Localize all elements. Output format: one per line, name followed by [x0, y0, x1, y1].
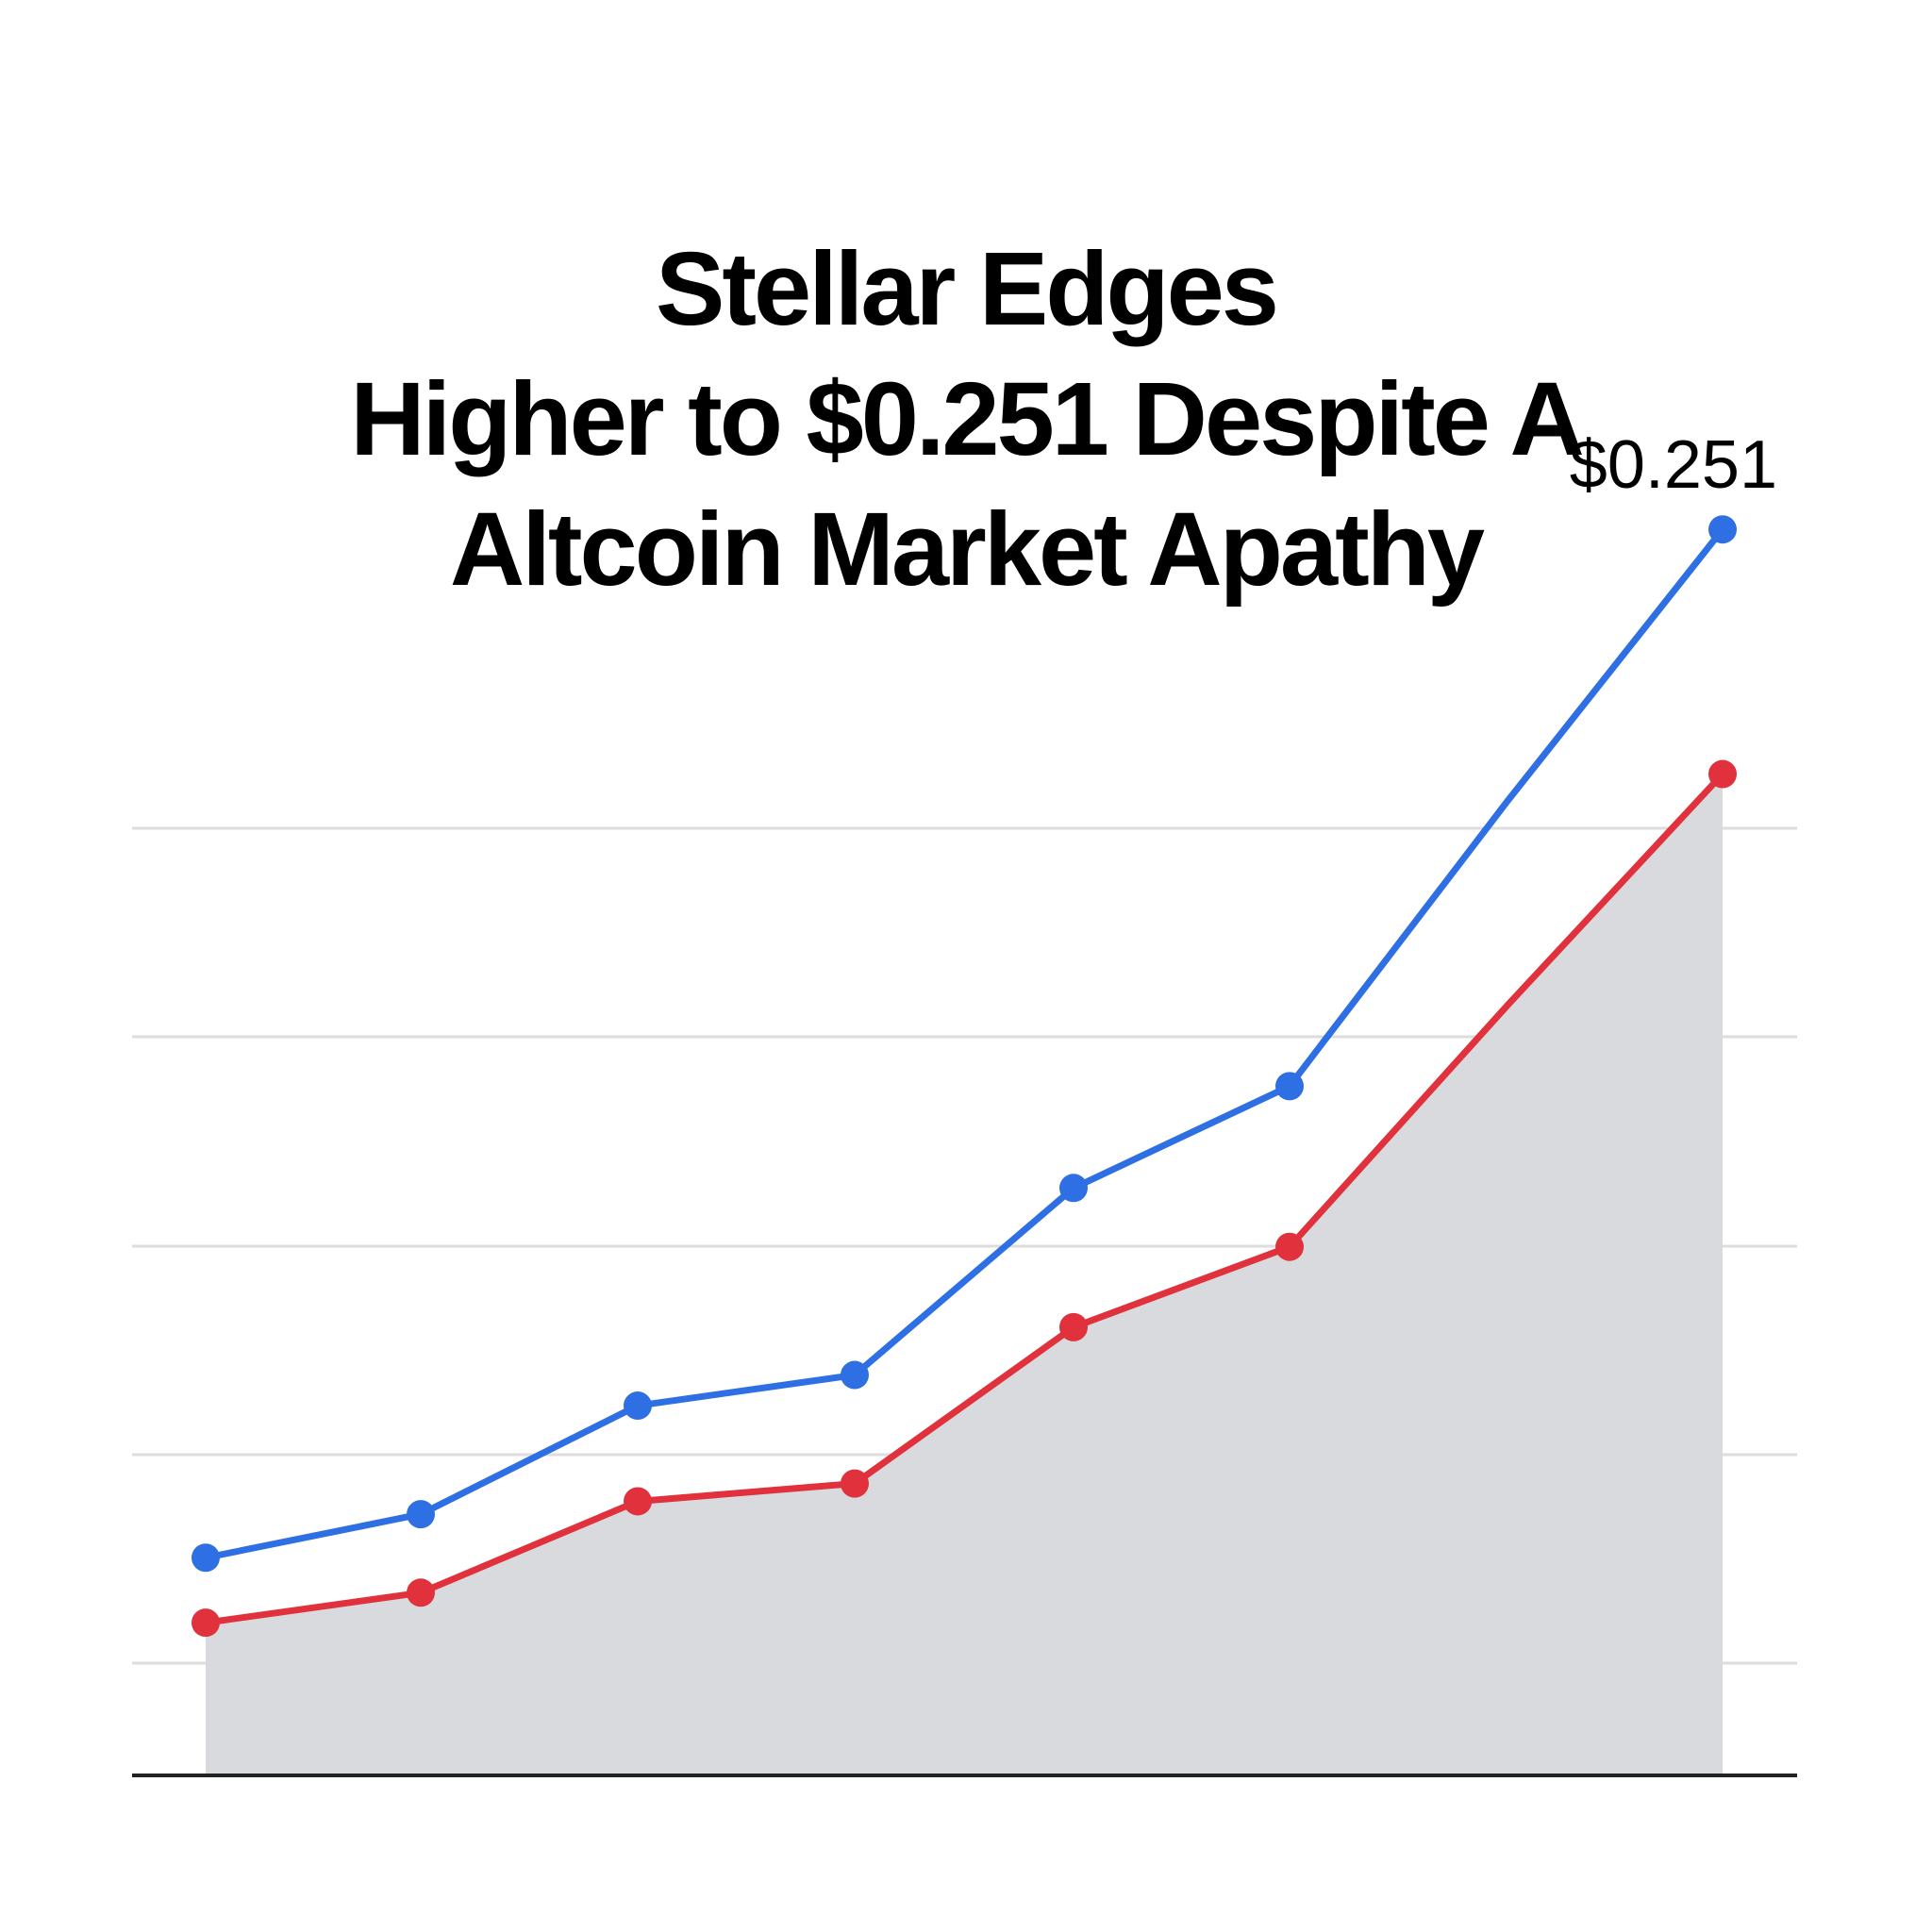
title-line-3: Altcoin Market Apathy: [449, 491, 1485, 608]
title-line-2: Higher to $0.251 Despite A: [350, 361, 1585, 477]
title-line-1: Stellar Edges: [656, 231, 1279, 347]
series-1-point-4: [841, 1360, 869, 1390]
series-2-area: [206, 774, 1723, 1775]
chart-title: Stellar Edges Higher to $0.251 Despite A…: [0, 225, 1932, 615]
series-2-point-5: [1059, 1312, 1088, 1341]
series-2-point-2: [407, 1578, 435, 1607]
series-2-point-3: [624, 1487, 652, 1516]
series-1-point-1: [192, 1543, 220, 1573]
series-1-point-6: [1275, 1072, 1304, 1101]
series-2-point-8: [1708, 759, 1737, 789]
series-2-point-1: [192, 1608, 220, 1638]
series-1-point-3: [624, 1391, 652, 1421]
series-2-line: [202, 771, 1726, 1626]
series-1-point-2: [407, 1500, 435, 1529]
series-1-point-8: [1708, 515, 1737, 544]
series-1-line: [202, 525, 1726, 1561]
series-2-point-6: [1275, 1232, 1304, 1261]
annotation-label: $0.251: [1570, 427, 1777, 503]
series-2-point-4: [841, 1469, 869, 1498]
series-1-point-5: [1059, 1174, 1088, 1203]
